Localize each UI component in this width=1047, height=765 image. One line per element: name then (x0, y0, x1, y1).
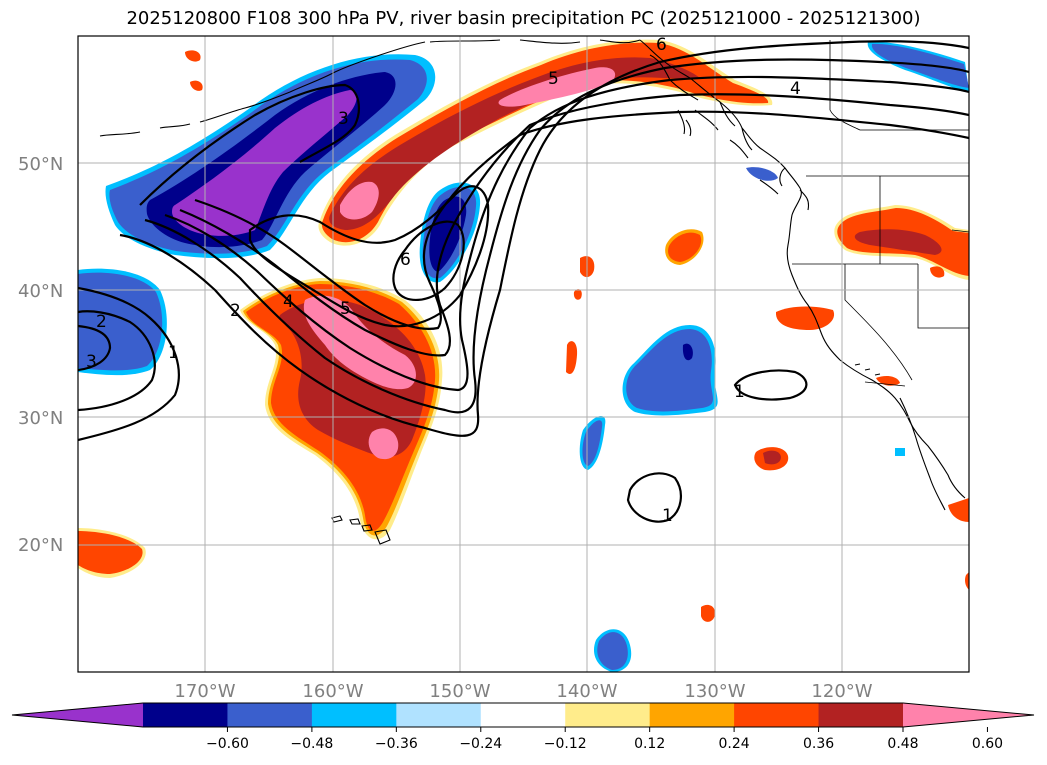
lon-label: 140°W (556, 681, 617, 702)
lon-label: 150°W (429, 681, 490, 702)
lat-label: 50°N (18, 154, 63, 175)
contour-label: 3 (86, 352, 97, 372)
lon-label: 170°W (174, 681, 235, 702)
pv-contour-labels: 2 3 1 2 4 5 3 6 5 6 4 1 1 (86, 35, 801, 526)
colorbar-extend-max (903, 703, 1034, 727)
contour-label: 2 (230, 301, 241, 321)
colorbar-segment (480, 703, 566, 727)
lon-label: 130°W (684, 681, 745, 702)
colorbar-outline (11, 702, 1035, 728)
plot-frame (77, 35, 970, 673)
contour-label: 1 (734, 382, 745, 402)
contour-label: 5 (548, 69, 559, 89)
colorbar-tick-label: −0.48 (290, 736, 333, 752)
colorbar-segment (649, 703, 735, 727)
contour-label: 1 (662, 506, 673, 526)
coastlines (99, 39, 966, 545)
colorbar-tick-label: −0.60 (206, 736, 249, 752)
lat-label: 20°N (18, 535, 63, 556)
pv-contours (78, 40, 969, 523)
contour-label: 6 (400, 250, 411, 270)
map-title: 2025120800 F108 300 hPa PV, river basin … (126, 8, 921, 29)
colorbar-tick-label: 0.36 (803, 736, 834, 752)
contour-label: 1 (168, 343, 179, 363)
contour-label: 6 (656, 35, 667, 55)
colorbar: −0.60 −0.48 −0.36 −0.24 −0.12 0.12 0.24 0.36 0.4… (11, 702, 1035, 752)
colorbar-segment (227, 703, 313, 727)
contour-label: 2 (96, 312, 107, 332)
lon-label: 160°W (302, 681, 363, 702)
colorbar-segment (565, 703, 651, 727)
latitude-labels: 20°N 30°N 40°N 50°N (18, 154, 63, 556)
colorbar-tick-label: 0.60 (972, 736, 1003, 752)
colorbar-extend-min (12, 703, 143, 727)
contour-label: 4 (283, 292, 294, 312)
lat-label: 30°N (18, 408, 63, 429)
political-borders (792, 40, 969, 387)
contour-label: 4 (790, 79, 801, 99)
colorbar-tick-label: −0.24 (459, 736, 502, 752)
colorbar-segment (311, 703, 397, 727)
lon-label: 120°W (811, 681, 872, 702)
contour-label: 5 (340, 299, 351, 319)
colorbar-segment (734, 703, 820, 727)
colorbar-segment (396, 703, 482, 727)
contour-label: 3 (338, 109, 349, 129)
graticule (78, 36, 969, 672)
plot-area: 2 3 1 2 4 5 3 6 5 6 4 1 1 (78, 35, 969, 672)
colorbar-tick-label: −0.36 (375, 736, 418, 752)
colorbar-tick-label: 0.12 (634, 736, 665, 752)
lat-label: 40°N (18, 281, 63, 302)
colorbar-tick-label: 0.48 (887, 736, 918, 752)
colorbar-tick-label: 0.24 (719, 736, 750, 752)
colorbar-tick-label: −0.12 (544, 736, 587, 752)
colorbar-segment (818, 703, 904, 727)
colorbar-segment (143, 703, 228, 727)
longitude-labels: 170°W 160°W 150°W 140°W 130°W 120°W (174, 681, 872, 702)
